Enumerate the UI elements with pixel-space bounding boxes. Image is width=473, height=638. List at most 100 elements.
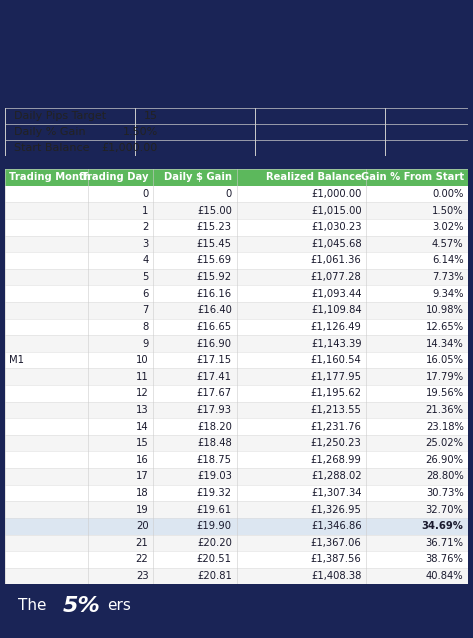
Text: 5%: 5% bbox=[62, 596, 100, 616]
Text: 25.02%: 25.02% bbox=[426, 438, 464, 448]
Text: £20.81: £20.81 bbox=[197, 571, 232, 581]
Text: 11: 11 bbox=[136, 372, 149, 382]
Bar bbox=[5, 551, 468, 568]
Text: £1,195.62: £1,195.62 bbox=[311, 389, 362, 398]
Text: £15.00: £15.00 bbox=[197, 205, 232, 216]
Text: Start Balance: Start Balance bbox=[14, 144, 89, 153]
Bar bbox=[5, 402, 468, 419]
Text: £1,367.06: £1,367.06 bbox=[311, 538, 362, 548]
Bar bbox=[5, 285, 468, 302]
Bar bbox=[5, 368, 468, 385]
Bar bbox=[5, 269, 468, 285]
Text: £15.92: £15.92 bbox=[197, 272, 232, 282]
Text: £1,126.49: £1,126.49 bbox=[311, 322, 362, 332]
Bar bbox=[5, 235, 468, 252]
Text: 3.02%: 3.02% bbox=[432, 222, 464, 232]
Text: 38.76%: 38.76% bbox=[426, 554, 464, 565]
Text: 12.65%: 12.65% bbox=[426, 322, 464, 332]
Text: £19.90: £19.90 bbox=[197, 521, 232, 531]
Text: 26.90%: 26.90% bbox=[426, 455, 464, 465]
Text: £1,346.86: £1,346.86 bbox=[311, 521, 362, 531]
Text: £1,000.00: £1,000.00 bbox=[101, 144, 158, 153]
Text: 9: 9 bbox=[142, 339, 149, 348]
Text: £15.23: £15.23 bbox=[197, 222, 232, 232]
Text: 16: 16 bbox=[136, 455, 149, 465]
Text: 6.14%: 6.14% bbox=[432, 255, 464, 265]
Text: £1,213.55: £1,213.55 bbox=[311, 405, 362, 415]
Text: £1,307.34: £1,307.34 bbox=[311, 488, 362, 498]
Text: 2: 2 bbox=[142, 222, 149, 232]
Text: 22: 22 bbox=[136, 554, 149, 565]
Text: £17.93: £17.93 bbox=[197, 405, 232, 415]
Text: 15: 15 bbox=[144, 112, 158, 121]
Bar bbox=[5, 169, 468, 186]
Text: 9.34%: 9.34% bbox=[432, 288, 464, 299]
Text: 1: 1 bbox=[142, 205, 149, 216]
Text: £1,250.23: £1,250.23 bbox=[311, 438, 362, 448]
Text: 0: 0 bbox=[226, 189, 232, 199]
Text: £1,160.54: £1,160.54 bbox=[311, 355, 362, 365]
Text: £1,045.68: £1,045.68 bbox=[311, 239, 362, 249]
Text: 21.36%: 21.36% bbox=[426, 405, 464, 415]
Text: 28.80%: 28.80% bbox=[426, 471, 464, 482]
Bar bbox=[5, 252, 468, 269]
Text: £18.48: £18.48 bbox=[197, 438, 232, 448]
Text: The: The bbox=[18, 598, 52, 613]
Text: 12: 12 bbox=[136, 389, 149, 398]
Text: 14.34%: 14.34% bbox=[426, 339, 464, 348]
Text: £19.61: £19.61 bbox=[197, 505, 232, 515]
Bar bbox=[5, 318, 468, 335]
Text: £1,030.23: £1,030.23 bbox=[311, 222, 362, 232]
Text: £18.75: £18.75 bbox=[197, 455, 232, 465]
Text: 23: 23 bbox=[136, 571, 149, 581]
Text: 17: 17 bbox=[136, 471, 149, 482]
Text: 6: 6 bbox=[142, 288, 149, 299]
Text: 0: 0 bbox=[142, 189, 149, 199]
Bar bbox=[5, 219, 468, 235]
Text: 36.71%: 36.71% bbox=[426, 538, 464, 548]
Text: £20.20: £20.20 bbox=[197, 538, 232, 548]
Text: 7.73%: 7.73% bbox=[432, 272, 464, 282]
Bar bbox=[5, 202, 468, 219]
Text: £1,061.36: £1,061.36 bbox=[311, 255, 362, 265]
Text: 0.00%: 0.00% bbox=[432, 189, 464, 199]
Text: £15.45: £15.45 bbox=[197, 239, 232, 249]
Text: £1,077.28: £1,077.28 bbox=[311, 272, 362, 282]
Text: 23.18%: 23.18% bbox=[426, 422, 464, 431]
Text: 34.69%: 34.69% bbox=[422, 521, 464, 531]
Text: 8: 8 bbox=[142, 322, 149, 332]
Text: 1.50%: 1.50% bbox=[123, 128, 158, 137]
Bar bbox=[5, 518, 468, 535]
Text: £16.65: £16.65 bbox=[197, 322, 232, 332]
Bar bbox=[5, 468, 468, 485]
Text: £17.41: £17.41 bbox=[197, 372, 232, 382]
Bar bbox=[5, 186, 468, 202]
Text: 4: 4 bbox=[142, 255, 149, 265]
Text: 15: 15 bbox=[136, 438, 149, 448]
Text: Daily % Gain: Daily % Gain bbox=[14, 128, 86, 137]
Text: 17.79%: 17.79% bbox=[426, 372, 464, 382]
Text: Daily Pips Target: Daily Pips Target bbox=[14, 112, 106, 121]
Text: £1,288.02: £1,288.02 bbox=[311, 471, 362, 482]
Text: 40.84%: 40.84% bbox=[426, 571, 464, 581]
Text: £1,408.38: £1,408.38 bbox=[311, 571, 362, 581]
Bar bbox=[5, 535, 468, 551]
Bar bbox=[5, 435, 468, 452]
Text: Gain % From Start: Gain % From Start bbox=[360, 172, 464, 182]
Text: Daily $ Gain: Daily $ Gain bbox=[164, 172, 232, 182]
Text: £18.20: £18.20 bbox=[197, 422, 232, 431]
Text: Forex Compounding: Forex Compounding bbox=[65, 20, 408, 50]
Text: 18: 18 bbox=[136, 488, 149, 498]
Text: 32.70%: 32.70% bbox=[426, 505, 464, 515]
Text: Trading Month: Trading Month bbox=[9, 172, 91, 182]
Text: 21: 21 bbox=[136, 538, 149, 548]
Text: 1.50%: 1.50% bbox=[432, 205, 464, 216]
Text: 13: 13 bbox=[136, 405, 149, 415]
Bar bbox=[5, 352, 468, 368]
Text: £16.90: £16.90 bbox=[197, 339, 232, 348]
Text: interest investments: interest investments bbox=[57, 65, 416, 94]
Text: £20.51: £20.51 bbox=[197, 554, 232, 565]
Bar bbox=[5, 568, 468, 584]
Text: 4.57%: 4.57% bbox=[432, 239, 464, 249]
Bar bbox=[5, 419, 468, 435]
